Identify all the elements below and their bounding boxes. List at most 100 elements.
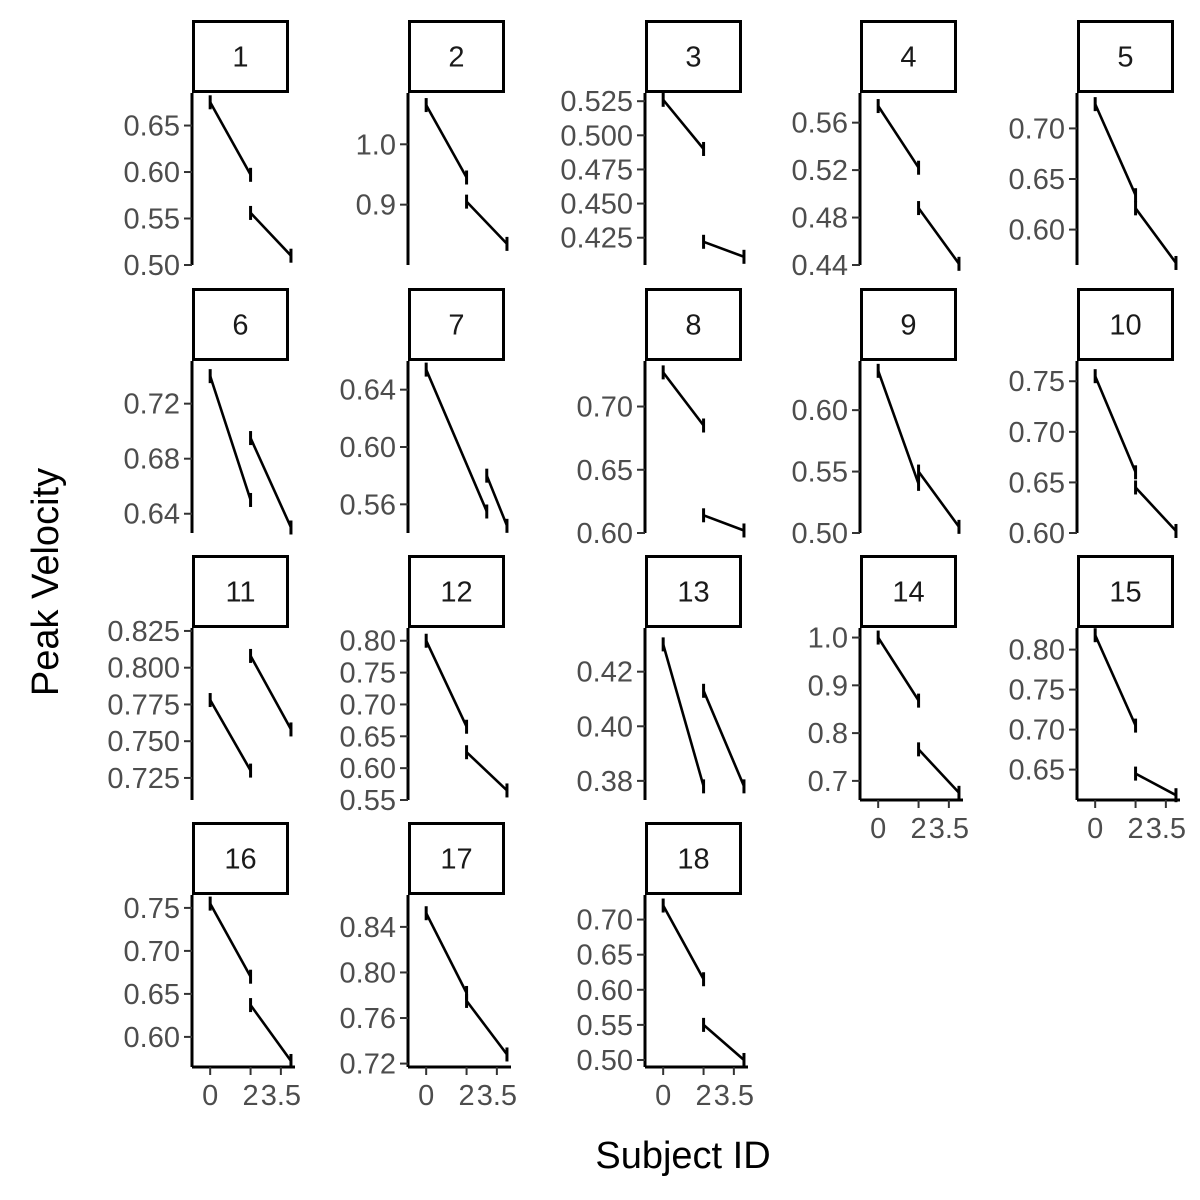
- y-tick-label: 0.42: [577, 657, 633, 689]
- facet-strip-label: 9: [900, 310, 916, 342]
- facet-strip: [645, 288, 742, 361]
- y-tick-label: 0.60: [792, 395, 848, 427]
- series-line: [249, 655, 293, 731]
- y-tick-label: 1.0: [356, 129, 396, 161]
- facet-panel-15: 15 0.65 0.70 0.75 0.80 0 2 3.5: [1009, 555, 1186, 845]
- facet-panel-14: 14 0.7 0.8 0.9 1.0 0 2 3.5: [808, 555, 969, 845]
- facet-strip-label: 8: [685, 310, 701, 342]
- facet-strip-label: 1: [232, 42, 248, 74]
- y-tick-label: 0.725: [107, 763, 180, 795]
- facet-strip: [408, 822, 505, 895]
- facet-panel-8: 8 0.60 0.65 0.70: [577, 288, 746, 550]
- x-tick-label: 2: [242, 1080, 258, 1112]
- series-line: [208, 375, 252, 501]
- series-line: [662, 98, 705, 150]
- series-line: [1094, 375, 1137, 473]
- facet-strip-label: 2: [448, 42, 464, 74]
- y-tick-label: 0.60: [340, 753, 396, 785]
- x-tick-label: 3.5: [1146, 813, 1186, 845]
- y-tick-label: 0.825: [107, 616, 180, 648]
- series-line: [465, 200, 508, 245]
- y-tick-label: 0.500: [560, 120, 633, 152]
- facet-panel-6: 6 0.64 0.68 0.72: [124, 288, 293, 535]
- x-tick-label: 2: [1127, 813, 1143, 845]
- series-line: [1094, 634, 1137, 727]
- y-tick-label: 0.55: [340, 785, 396, 817]
- facet-panel-12: 12 0.550.600.650.700.750.80: [340, 555, 509, 817]
- y-tick-label: 0.525: [560, 86, 633, 118]
- facet-strip: [1077, 20, 1174, 93]
- y-tick-label: 0.425: [560, 223, 633, 255]
- facet-strip: [645, 20, 742, 93]
- facet-strip: [192, 555, 289, 628]
- x-tick-label: 0: [1087, 813, 1103, 845]
- y-tick-label: 0.75: [340, 658, 396, 690]
- x-tick-label: 0: [202, 1080, 218, 1112]
- series-line: [662, 904, 705, 980]
- facet-strip-label: 5: [1117, 42, 1133, 74]
- facet-panel-17: 17 0.72 0.76 0.80 0.84 0 2 3.5: [340, 822, 517, 1112]
- y-tick-label: 0.60: [124, 157, 180, 189]
- facet-strip-label: 12: [440, 577, 472, 609]
- y-tick-label: 0.9: [808, 670, 848, 702]
- series-line: [1094, 103, 1137, 196]
- y-axis-title: Peak Velocity: [25, 468, 67, 696]
- y-tick-label: 0.72: [340, 1049, 396, 1081]
- y-tick-label: 0.70: [1009, 715, 1065, 747]
- facet-panel-9: 9 0.50 0.55 0.60: [792, 288, 961, 550]
- y-tick-label: 0.56: [792, 108, 848, 140]
- y-tick-label: 0.65: [340, 721, 396, 753]
- y-tick-label: 0.64: [340, 375, 396, 407]
- facet-strip-label: 13: [677, 577, 709, 609]
- series-line: [877, 105, 920, 169]
- series-line: [877, 636, 920, 702]
- x-tick-label: 0: [655, 1080, 671, 1112]
- y-tick-label: 0.800: [107, 653, 180, 685]
- y-tick-label: 0.75: [1009, 366, 1065, 398]
- y-tick-label: 0.65: [577, 455, 633, 487]
- facet-strip-label: 18: [677, 844, 709, 876]
- facet-strip: [408, 288, 505, 361]
- x-tick-label: 2: [695, 1080, 711, 1112]
- series-line: [465, 751, 508, 792]
- facet-strip-label: 16: [224, 844, 256, 876]
- y-tick-label: 0.80: [340, 626, 396, 658]
- y-tick-label: 0.475: [560, 154, 633, 186]
- y-tick-label: 0.56: [340, 489, 396, 521]
- y-tick-label: 0.65: [1009, 755, 1065, 787]
- y-tick-label: 0.775: [107, 689, 180, 721]
- facet-panel-10: 10 0.60 0.65 0.70 0.75: [1009, 288, 1178, 550]
- y-tick-label: 0.60: [124, 1022, 180, 1054]
- x-tick-label: 3.5: [714, 1080, 754, 1112]
- y-tick-label: 0.450: [560, 189, 633, 221]
- series-line: [249, 1004, 293, 1062]
- y-tick-label: 0.64: [124, 499, 180, 531]
- y-tick-label: 0.50: [124, 250, 180, 282]
- facet-strip: [408, 20, 505, 93]
- facet-strip: [1077, 555, 1174, 628]
- x-tick-label: 0: [870, 813, 886, 845]
- x-tick-label: 3.5: [929, 813, 969, 845]
- facet-panel-11: 11 0.725 0.750 0.775 0.800 0.825: [107, 555, 293, 800]
- series-line: [209, 699, 252, 772]
- y-tick-label: 0.70: [124, 936, 180, 968]
- y-tick-label: 0.40: [577, 711, 633, 743]
- facet-strip: [192, 288, 289, 361]
- x-tick-label: 0: [418, 1080, 434, 1112]
- y-tick-label: 0.80: [340, 957, 396, 989]
- facet-strip-label: 15: [1109, 577, 1141, 609]
- y-tick-label: 0.65: [1009, 467, 1065, 499]
- y-tick-label: 0.50: [577, 1045, 633, 1077]
- facet-panel-18: 18 0.500.550.600.650.70 0 2 3.5: [577, 822, 754, 1112]
- facet-strip-label: 4: [900, 42, 916, 74]
- series-line: [485, 475, 509, 527]
- x-tick-label: 2: [458, 1080, 474, 1112]
- y-tick-label: 0.60: [1009, 215, 1065, 247]
- facet-strip: [645, 822, 742, 895]
- series-line: [425, 104, 468, 179]
- y-tick-label: 0.44: [792, 250, 848, 282]
- series-line: [425, 369, 488, 513]
- facet-strip-label: 14: [892, 577, 924, 609]
- facet-strip: [1077, 288, 1174, 361]
